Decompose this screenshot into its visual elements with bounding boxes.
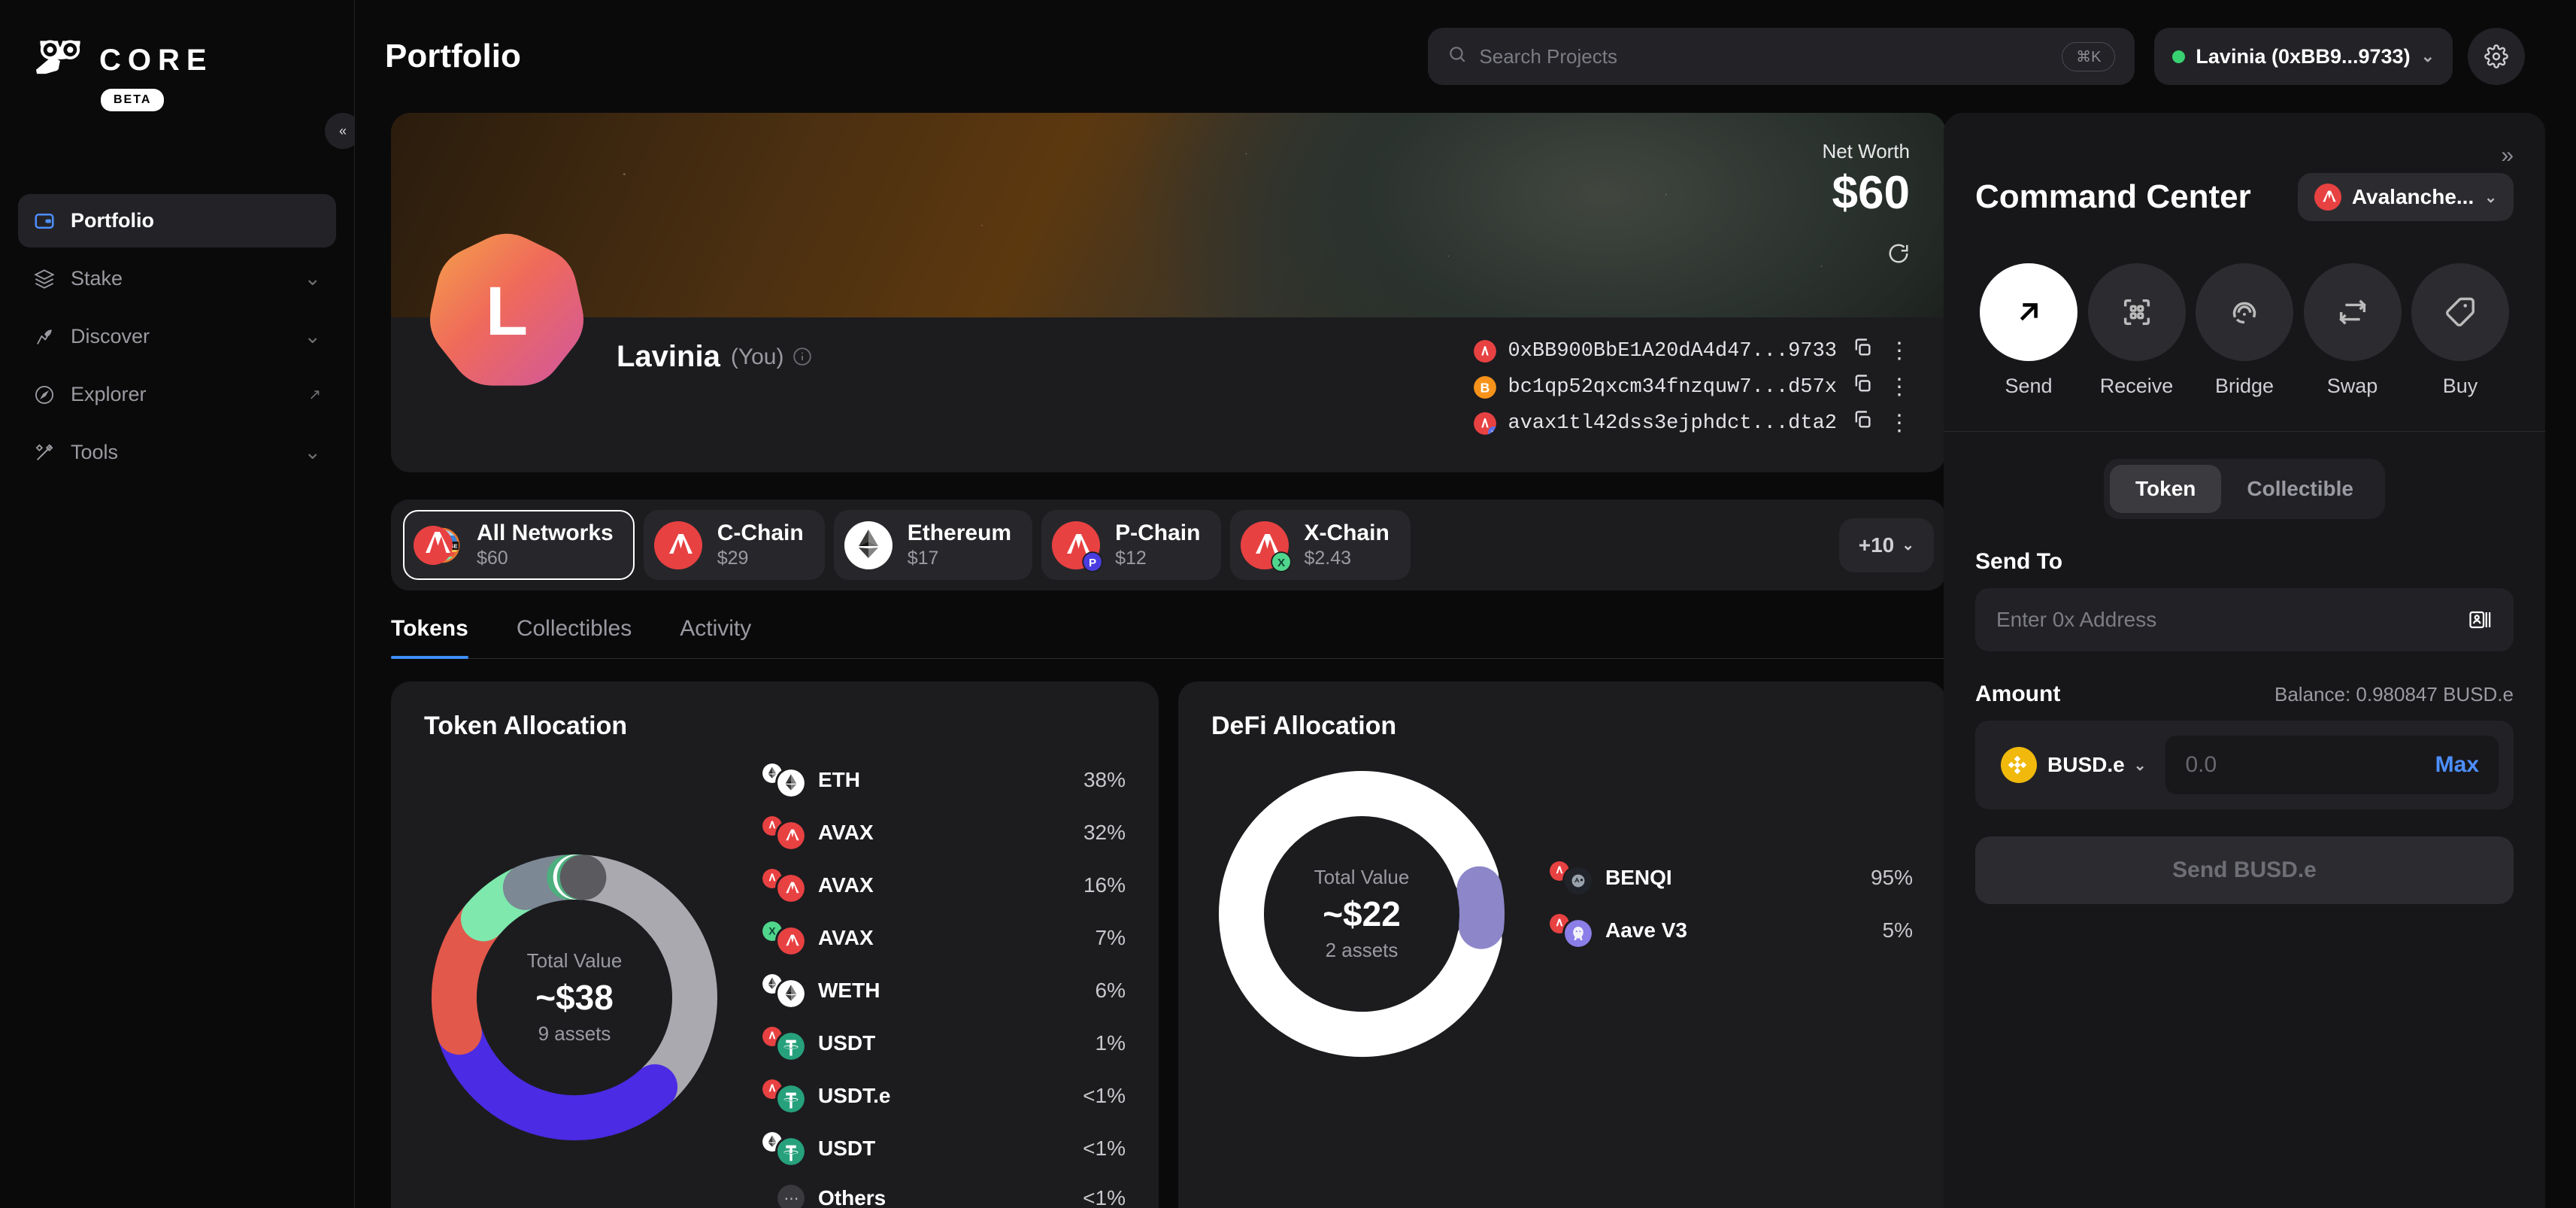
svg-text:XP: XP (1491, 431, 1496, 435)
svg-text:X: X (768, 924, 776, 936)
svg-text:P: P (1089, 556, 1096, 569)
svg-text:B: B (1480, 380, 1490, 395)
svg-text:X: X (1277, 556, 1285, 569)
